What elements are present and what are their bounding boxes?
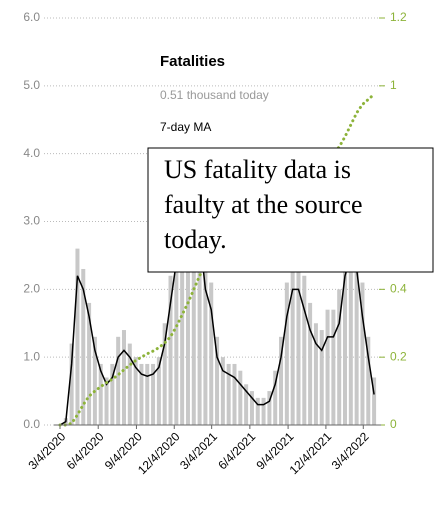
x-tick-label: 12/4/2020 — [135, 429, 183, 477]
bar — [360, 282, 365, 425]
bar — [156, 357, 161, 425]
bar — [296, 248, 301, 425]
legend-subtitle: 0.51 thousand today — [160, 88, 269, 102]
bar — [81, 268, 86, 425]
bar — [337, 289, 342, 425]
ma-line — [59, 213, 375, 426]
bar — [313, 323, 318, 425]
bar — [331, 309, 336, 425]
bar — [302, 275, 307, 425]
y-tick-label: 2.0 — [23, 282, 40, 296]
bar — [220, 357, 225, 425]
bar — [308, 302, 313, 425]
bar — [354, 221, 359, 425]
y-tick-label: 5.0 — [23, 78, 40, 92]
annotation: today. — [164, 225, 227, 254]
bar — [98, 363, 103, 425]
x-tick-label: 3/4/2021 — [177, 429, 220, 472]
bar — [325, 309, 330, 425]
bar — [226, 363, 231, 425]
bar — [92, 336, 97, 425]
x-tick-label: 12/4/2021 — [287, 429, 335, 477]
bar — [238, 370, 243, 425]
annotation-box — [147, 147, 434, 273]
annotation: faulty at the source — [164, 190, 363, 219]
bar — [249, 391, 254, 425]
y-tick-label: 4.0 — [23, 146, 40, 160]
bar — [162, 323, 167, 425]
y2-tick-label: 0.2 — [390, 349, 407, 363]
y-tick-label: 1.0 — [23, 349, 40, 363]
bar — [203, 248, 208, 425]
bar — [133, 357, 138, 425]
bar — [284, 282, 289, 425]
y-tick-label: 6.0 — [23, 10, 40, 24]
bar — [209, 282, 214, 425]
x-tick-label: 6/4/2021 — [215, 429, 258, 472]
bar — [191, 160, 196, 425]
bar — [139, 363, 144, 425]
legend-line: 7-day MA — [160, 120, 211, 134]
y-tick-label: 3.0 — [23, 214, 40, 228]
bar — [279, 336, 284, 425]
x-tick-label: 6/4/2020 — [64, 429, 107, 472]
bar — [244, 384, 249, 425]
y-tick-label: 0.0 — [23, 417, 40, 431]
bar — [110, 363, 115, 425]
bar — [343, 235, 348, 425]
bar — [121, 330, 126, 425]
bar — [151, 363, 156, 425]
bar — [127, 343, 132, 425]
bar — [145, 363, 150, 425]
bar — [372, 377, 377, 425]
y2-tick-label: 1 — [390, 78, 397, 92]
annotation: US fatality data is — [164, 155, 351, 184]
legend-title: Fatalities — [160, 53, 225, 70]
y2-tick-label: 0 — [390, 417, 397, 431]
bar — [319, 330, 324, 425]
bar — [116, 336, 121, 425]
x-tick-label: 3/4/2022 — [329, 429, 372, 472]
bar — [180, 201, 185, 425]
x-tick-label: 3/4/2020 — [25, 429, 68, 472]
bar — [273, 370, 278, 425]
bar — [366, 336, 371, 425]
bar — [215, 336, 220, 425]
bar — [261, 397, 266, 425]
bar — [87, 302, 92, 425]
bar — [168, 275, 173, 425]
bar — [185, 167, 190, 425]
bar — [290, 241, 295, 425]
bar — [69, 343, 74, 425]
bar — [197, 194, 202, 425]
y2-tick-label: 0.4 — [390, 282, 407, 296]
bar — [104, 377, 109, 425]
bar — [75, 248, 80, 425]
y2-tick-label: 1.2 — [390, 10, 407, 24]
bar — [232, 363, 237, 425]
bar — [255, 397, 260, 425]
bar — [348, 201, 353, 425]
bar — [267, 391, 272, 425]
